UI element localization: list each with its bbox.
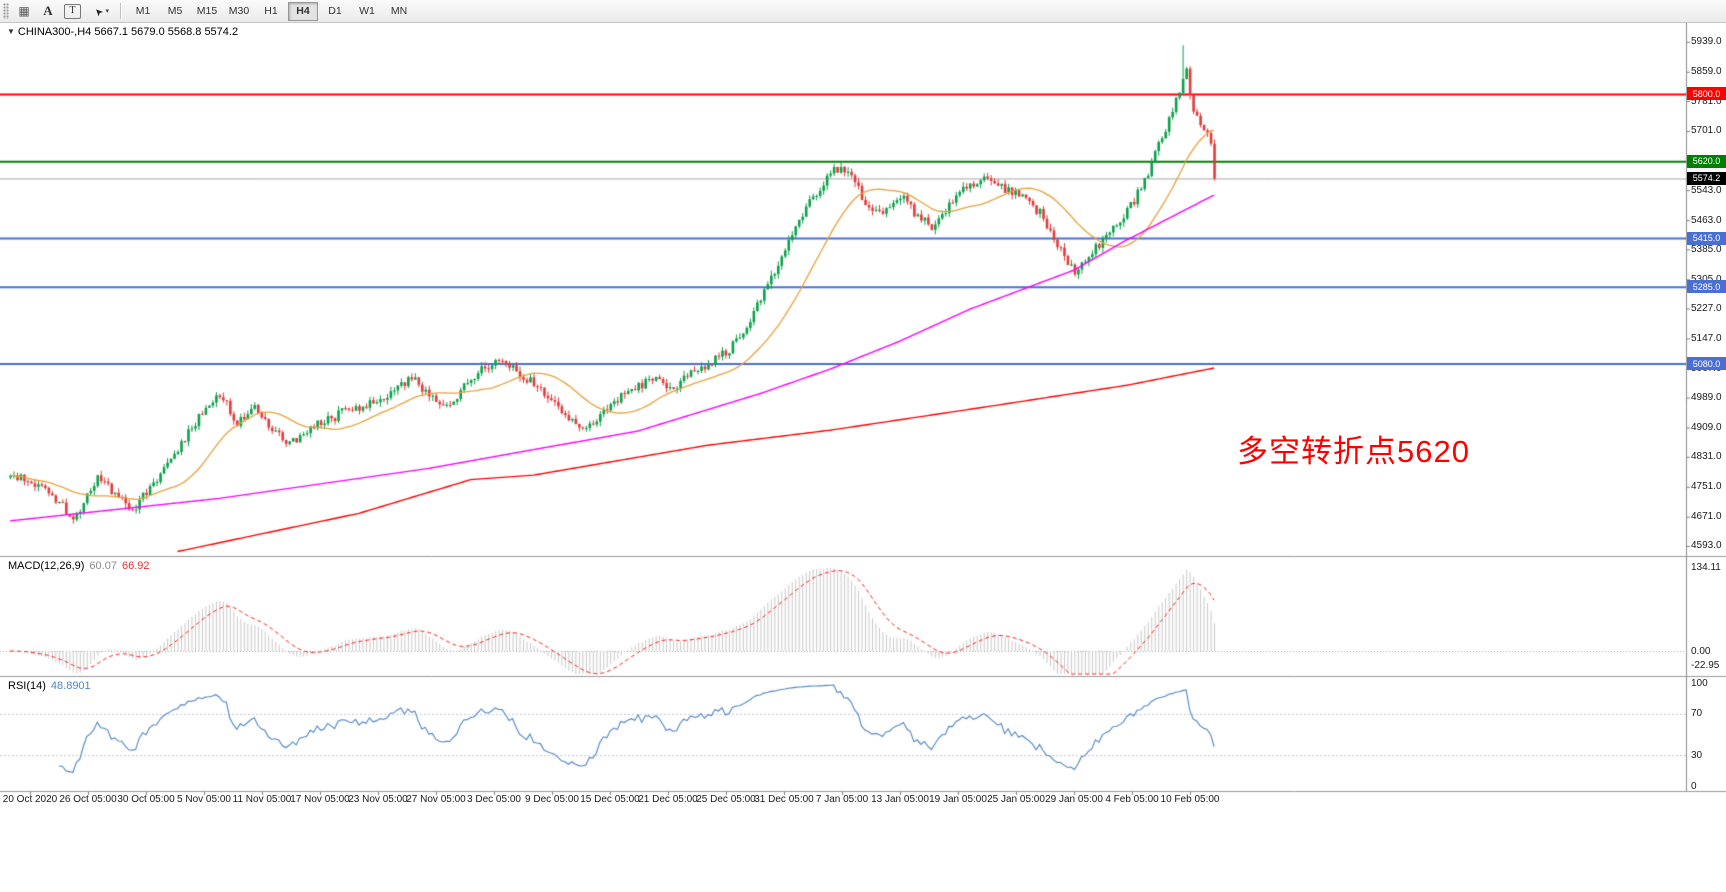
toolbar-tools: ▦ A T ➤ ▾ [12, 1, 114, 21]
toolbar-chart-windows-button[interactable]: ▦ [13, 1, 35, 21]
toolbar-annotate-a-button[interactable]: A [37, 1, 59, 21]
timeframe-w1-button[interactable]: W1 [359, 5, 375, 17]
timeframe-m1-button[interactable]: M1 [135, 5, 151, 17]
chart-tile-icon: ▦ [18, 4, 30, 18]
text-tool-icon: T [69, 5, 76, 16]
timeframe-mn-button[interactable]: MN [390, 5, 408, 17]
timeframe-buttons: M1 M5 M15 M30 H1 H4 D1 W1 MN [127, 1, 415, 21]
timeframe-h1-button[interactable]: H1 [264, 5, 278, 17]
timeframe-m30-button[interactable]: M30 [228, 5, 250, 17]
dropdown-caret-icon: ▾ [105, 8, 109, 15]
toolbar-draw-dropdown-button[interactable]: ➤ ▾ [91, 1, 113, 21]
cursor-tool-icon: ➤ [92, 4, 107, 18]
toolbar: ▦ A T ➤ ▾ M1 M5 M15 M30 H1 H4 D1 W1 MN [0, 0, 1726, 23]
label-a-icon: A [43, 3, 53, 18]
toolbar-drag-handle[interactable] [3, 3, 9, 19]
toolbar-text-t-button[interactable]: T [64, 3, 81, 19]
timeframe-m5-button[interactable]: M5 [167, 5, 183, 17]
timeframe-m15-button[interactable]: M15 [196, 5, 218, 17]
toolbar-separator [120, 3, 121, 19]
timeframe-d1-button[interactable]: D1 [328, 5, 342, 17]
timeframe-h4-button[interactable]: H4 [288, 1, 318, 21]
